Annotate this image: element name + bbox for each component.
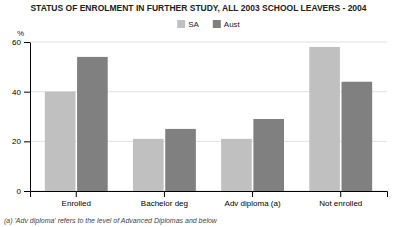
footnote: (a) 'Adv diploma' refers to the level of…: [4, 217, 218, 225]
title: STATUS OF ENROLMENT IN FURTHER STUDY, AL…: [30, 3, 366, 13]
bar: [253, 119, 284, 191]
x-tick: Adv diploma (a): [225, 191, 281, 208]
bar: [165, 129, 196, 191]
bar-series: [77, 57, 372, 191]
legend-item: SA: [177, 20, 199, 29]
y-tick-label: 60: [12, 38, 21, 47]
bar: [77, 57, 108, 191]
y-tick-mark: [24, 191, 30, 192]
x-tick-label: Enrolled: [62, 199, 91, 208]
x-tick-mark: [164, 191, 165, 197]
y-tick-mark: [24, 42, 30, 43]
x-tick: Enrolled: [62, 191, 91, 208]
x-tick: Bachelor deg: [141, 191, 188, 208]
x-tick-label: Not enrolled: [319, 199, 362, 208]
bar: [342, 82, 373, 191]
legend: SA Aust: [177, 20, 240, 29]
y-axis-title: %: [17, 29, 24, 38]
bar: [221, 139, 252, 191]
legend-item: Aust: [213, 20, 241, 29]
x-tick-mark: [340, 191, 341, 197]
y-tick-mark: [24, 92, 30, 93]
y-axis-line: [30, 43, 31, 192]
bar-series: [45, 47, 340, 191]
y-tick: 20: [12, 137, 30, 146]
bars: [45, 47, 372, 191]
x-tick-label: Adv diploma (a): [225, 199, 281, 208]
chart: STATUS OF ENROLMENT IN FURTHER STUDY, AL…: [0, 0, 397, 227]
grid-line: [30, 42, 387, 43]
y-tick: 40: [12, 88, 30, 97]
x-tick-mark: [252, 191, 253, 197]
x-tick-label: Bachelor deg: [141, 199, 188, 208]
y-tick-label: 40: [12, 88, 21, 97]
legend-label: SA: [188, 20, 199, 29]
legend-swatch: [177, 20, 185, 28]
x-axis: Enrolled Bachelor deg Adv diploma (a) Not e…: [31, 191, 388, 208]
plot: 0 20 40 60 Enrolled Bachelor deg Adv diploma (…: [12, 38, 387, 208]
grid: [30, 42, 387, 191]
x-tick-mark: [76, 191, 77, 197]
y-tick: 0: [17, 187, 30, 196]
x-tick: Not enrolled: [319, 191, 362, 208]
legend-swatch: [213, 20, 221, 28]
bar: [309, 47, 340, 191]
bar: [133, 139, 164, 191]
y-tick-label: 0: [17, 187, 22, 196]
y-axis: 0 20 40 60: [12, 38, 30, 196]
bar: [45, 92, 76, 191]
x-axis-line: [31, 192, 388, 198]
legend-label: Aust: [224, 20, 241, 29]
y-tick-mark: [24, 141, 30, 142]
y-tick-label: 20: [12, 137, 21, 146]
y-tick: 60: [12, 38, 30, 47]
